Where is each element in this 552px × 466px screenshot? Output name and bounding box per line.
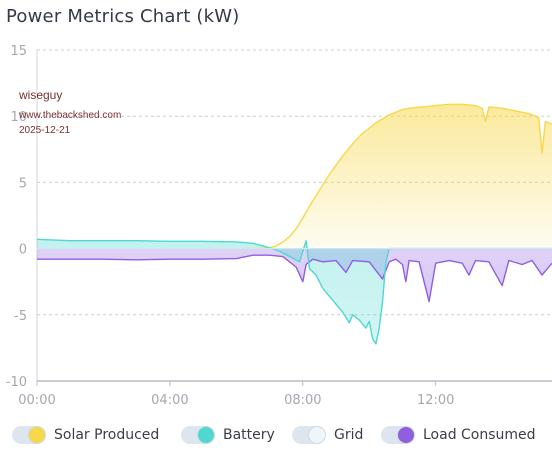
- y-tick-label: 5: [19, 176, 27, 191]
- solar-swatch: [29, 427, 45, 443]
- load-consumed-line: [37, 254, 552, 303]
- legend-item-solar[interactable]: Solar Produced: [12, 424, 159, 446]
- watermark-date: 2025-12-21: [19, 125, 71, 136]
- y-tick-label: 0: [19, 243, 27, 258]
- grid-toggle[interactable]: [292, 426, 326, 444]
- solar-produced-area: [243, 104, 552, 249]
- legend-label-load: Load Consumed: [423, 427, 536, 443]
- legend-item-battery[interactable]: Battery: [181, 424, 275, 446]
- load-consumed-area: [37, 248, 552, 302]
- x-tick-label: 04:00: [151, 393, 188, 408]
- y-axis-ticks: 15 10 5 0 -5 -10: [6, 44, 27, 390]
- x-tick-label: 08:00: [284, 393, 321, 408]
- legend-label-battery: Battery: [223, 427, 275, 443]
- grid-lines: [36, 49, 552, 382]
- chart-legend: Solar Produced Battery Grid Load Consume…: [0, 424, 552, 446]
- watermark-site: www.thebackshed.com: [19, 110, 122, 121]
- x-tick-label: 00:00: [18, 393, 55, 408]
- solar-toggle[interactable]: [12, 426, 46, 444]
- legend-label-solar: Solar Produced: [54, 427, 160, 443]
- legend-item-load[interactable]: Load Consumed: [381, 424, 536, 446]
- battery-toggle[interactable]: [181, 426, 215, 444]
- load-toggle[interactable]: [381, 426, 415, 444]
- y-tick-label: -10: [6, 375, 27, 390]
- watermark-user: wiseguy: [19, 88, 63, 102]
- load-swatch: [398, 427, 414, 443]
- battery-line: [36, 238, 552, 345]
- battery-swatch: [198, 427, 214, 443]
- legend-label-grid: Grid: [334, 427, 364, 443]
- solar-produced-line: [243, 103, 552, 250]
- series-lines: [36, 103, 552, 345]
- legend-item-grid[interactable]: Grid: [292, 424, 363, 446]
- grid-swatch: [309, 427, 325, 443]
- y-tick-label: 10: [10, 110, 27, 125]
- chart-title: Power Metrics Chart (kW): [6, 6, 240, 27]
- y-tick-label: -5: [14, 309, 27, 324]
- series-areas: [37, 104, 552, 344]
- x-tick-label: 12:00: [417, 393, 454, 408]
- y-tick-label: 15: [10, 44, 27, 59]
